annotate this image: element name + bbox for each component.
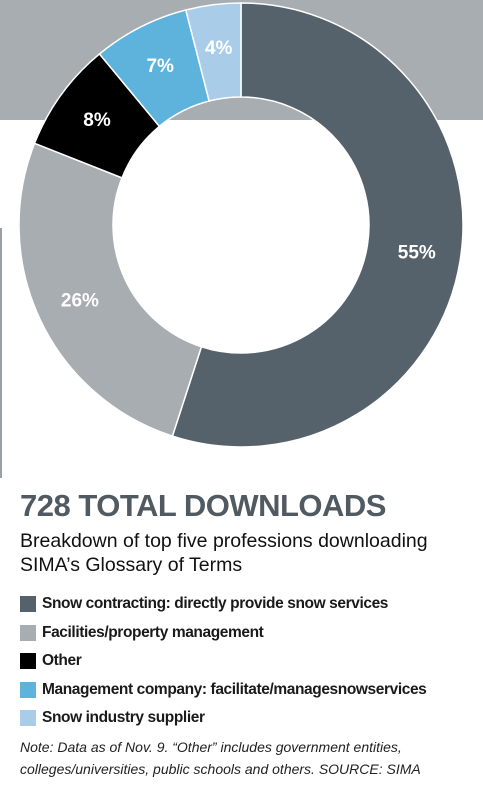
legend-swatch [20, 596, 36, 613]
slice-label-management-company-facilitate-managesnowservices: 7% [146, 56, 174, 77]
legend-swatch [20, 681, 36, 698]
legend-swatch [20, 624, 36, 641]
legend-label: Other [42, 652, 82, 670]
legend-item-snow-industry-supplier: Snow industry supplier [20, 704, 480, 733]
chart-title: 728 TOTAL DOWNLOADS [20, 488, 386, 523]
legend-label: Snow contracting: directly provide snow … [42, 595, 389, 613]
left-rule [0, 228, 2, 478]
legend: Snow contracting: directly provide snow … [20, 590, 480, 733]
legend-item-facilities-property-management: Facilities/property management [20, 619, 480, 648]
legend-label: Snow industry supplier [42, 709, 205, 727]
legend-item-snow-contracting-directly-provide-snow-services: Snow contracting: directly provide snow … [20, 590, 480, 619]
source-note: Note: Data as of Nov. 9. “Other” include… [20, 739, 421, 777]
legend-item-other: Other [20, 647, 480, 676]
legend-label: Facilities/property management [42, 623, 264, 641]
slice-label-other: 8% [83, 110, 111, 131]
legend-item-management-company-facilitate-managesnowservices: Management company: facilitate/managesno… [20, 676, 480, 705]
donut-slices [18, 2, 464, 448]
slice-label-snow-contracting-directly-provide-snow-services: 55% [398, 242, 436, 263]
legend-swatch [20, 653, 36, 670]
slice-facilities-property-management [18, 142, 203, 438]
slice-snow-contracting-directly-provide-snow-services [171, 2, 464, 448]
legend-label: Management company: facilitate/managesno… [42, 680, 427, 698]
donut-chart: 55% 26% 8% 7% 4% [18, 2, 464, 448]
slice-snow-industry-supplier [184, 2, 242, 102]
donut-slice-labels: 55% 26% 8% 7% 4% [61, 38, 436, 311]
slice-label-snow-industry-supplier: 4% [205, 38, 233, 59]
chart-subtitle: Breakdown of top five professions downlo… [20, 530, 428, 576]
legend-swatch [20, 710, 36, 727]
slice-label-facilities-property-management: 26% [61, 290, 99, 311]
